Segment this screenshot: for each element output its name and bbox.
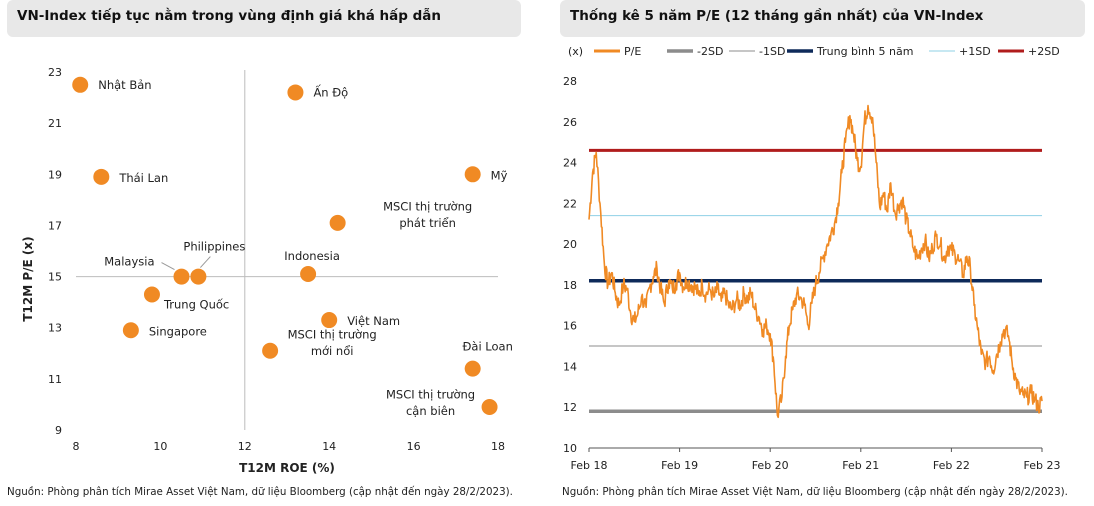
line-unit-label: (x) [568, 45, 583, 58]
line-y-tick: 24 [563, 157, 577, 170]
line-y-tick: 26 [563, 116, 577, 129]
scatter-point-label: Philippines [183, 240, 245, 254]
line-y-tick: 28 [563, 75, 577, 88]
scatter-y-tick: 17 [48, 219, 62, 232]
scatter-point-label: Singapore [149, 324, 207, 338]
scatter-point-label: MSCI thị trường [383, 200, 472, 214]
scatter-point [464, 166, 481, 183]
scatter-y-tick: 9 [55, 424, 62, 437]
scatter-point-label: Indonesia [284, 249, 340, 263]
line-y-tick: 22 [563, 197, 577, 210]
right-chart-title: Thống kê 5 năm P/E (12 tháng gần nhất) c… [560, 0, 1085, 37]
line-x-tick: Feb 21 [842, 459, 879, 472]
scatter-x-tick: 8 [73, 440, 80, 453]
scatter-point [300, 266, 317, 283]
legend-label: P/E [624, 45, 641, 58]
scatter-x-tick: 18 [491, 440, 505, 453]
scatter-point-label: MSCI thị trường [386, 388, 475, 402]
left-chart-title: VN-Index tiếp tục nằm trong vùng định gi… [7, 0, 521, 37]
legend-label: +2SD [1028, 45, 1060, 58]
scatter-point [173, 268, 190, 285]
scatter-point-label: Mỹ [491, 168, 508, 182]
scatter-y-tick: 11 [48, 373, 62, 386]
scatter-chart: 8 10 12 14 16 18 9 11 13 15 17 19 21 23 T12M ROE (%) T1… [21, 66, 513, 475]
scatter-point [321, 312, 338, 329]
legend-label: -1SD [759, 45, 785, 58]
line-x-tick: Feb 20 [752, 459, 789, 472]
scatter-y-tick: 15 [48, 271, 62, 284]
scatter-point-label: Trung Quốc [163, 297, 229, 311]
scatter-y-tick: 21 [48, 117, 62, 130]
scatter-x-tick: 12 [238, 440, 252, 453]
scatter-point [93, 168, 110, 185]
scatter-point-label: mới nổi [311, 344, 354, 358]
pe-series-line [588, 104, 1043, 419]
scatter-point [143, 286, 160, 303]
line-y-tick: 14 [563, 360, 577, 373]
scatter-point [72, 76, 89, 93]
scatter-point [122, 322, 139, 339]
line-x-tick: Feb 18 [571, 459, 608, 472]
scatter-point [287, 84, 304, 101]
legend-label: Trung bình 5 năm [816, 45, 913, 58]
scatter-point-label: Việt Nam [347, 314, 400, 328]
line-y-tick: 20 [563, 238, 577, 251]
scatter-leader-line [200, 256, 211, 268]
scatter-y-tick: 23 [48, 66, 62, 79]
line-x-tick: Feb 23 [1024, 459, 1061, 472]
line-x-tick: Feb 19 [661, 459, 698, 472]
scatter-point [464, 360, 481, 377]
scatter-y-tick: 19 [48, 168, 62, 181]
scatter-x-tick: 10 [153, 440, 167, 453]
legend-label: -2SD [697, 45, 723, 58]
scatter-point-label: phát triển [399, 216, 456, 230]
line-y-tick: 12 [563, 401, 577, 414]
scatter-x-tick: 14 [322, 440, 336, 453]
scatter-point-label: Thái Lan [118, 171, 168, 185]
scatter-point [481, 398, 498, 415]
scatter-point-label: Đài Loan [462, 340, 512, 354]
line-x-tick: Feb 22 [933, 459, 970, 472]
line-y-tick: 10 [563, 442, 577, 455]
pe-line-chart: (x) P/E -2SD -1SD Trung bình 5 năm +1SD +2SD 10… [563, 45, 1061, 472]
scatter-point [262, 342, 279, 359]
scatter-leader-line [161, 262, 175, 271]
line-y-tick: 16 [563, 320, 577, 333]
scatter-x-tick: 16 [407, 440, 421, 453]
scatter-point-label: Nhật Bản [98, 78, 151, 92]
scatter-point [329, 214, 346, 231]
left-source-note: Nguồn: Phòng phân tích Mirae Asset Việt … [7, 486, 513, 498]
scatter-point-label: Malaysia [104, 255, 154, 269]
legend-label: +1SD [959, 45, 991, 58]
right-source-note: Nguồn: Phòng phân tích Mirae Asset Việt … [562, 486, 1068, 498]
scatter-y-tick: 13 [48, 322, 62, 335]
scatter-point-label: cận biên [406, 404, 455, 418]
scatter-x-label: T12M ROE (%) [239, 461, 335, 475]
scatter-point [190, 268, 207, 285]
scatter-point-label: MSCI thị trường [288, 327, 377, 341]
scatter-y-label: T12M P/E (x) [21, 236, 35, 321]
scatter-point-label: Ấn Độ [313, 83, 348, 99]
line-y-tick: 18 [563, 279, 577, 292]
